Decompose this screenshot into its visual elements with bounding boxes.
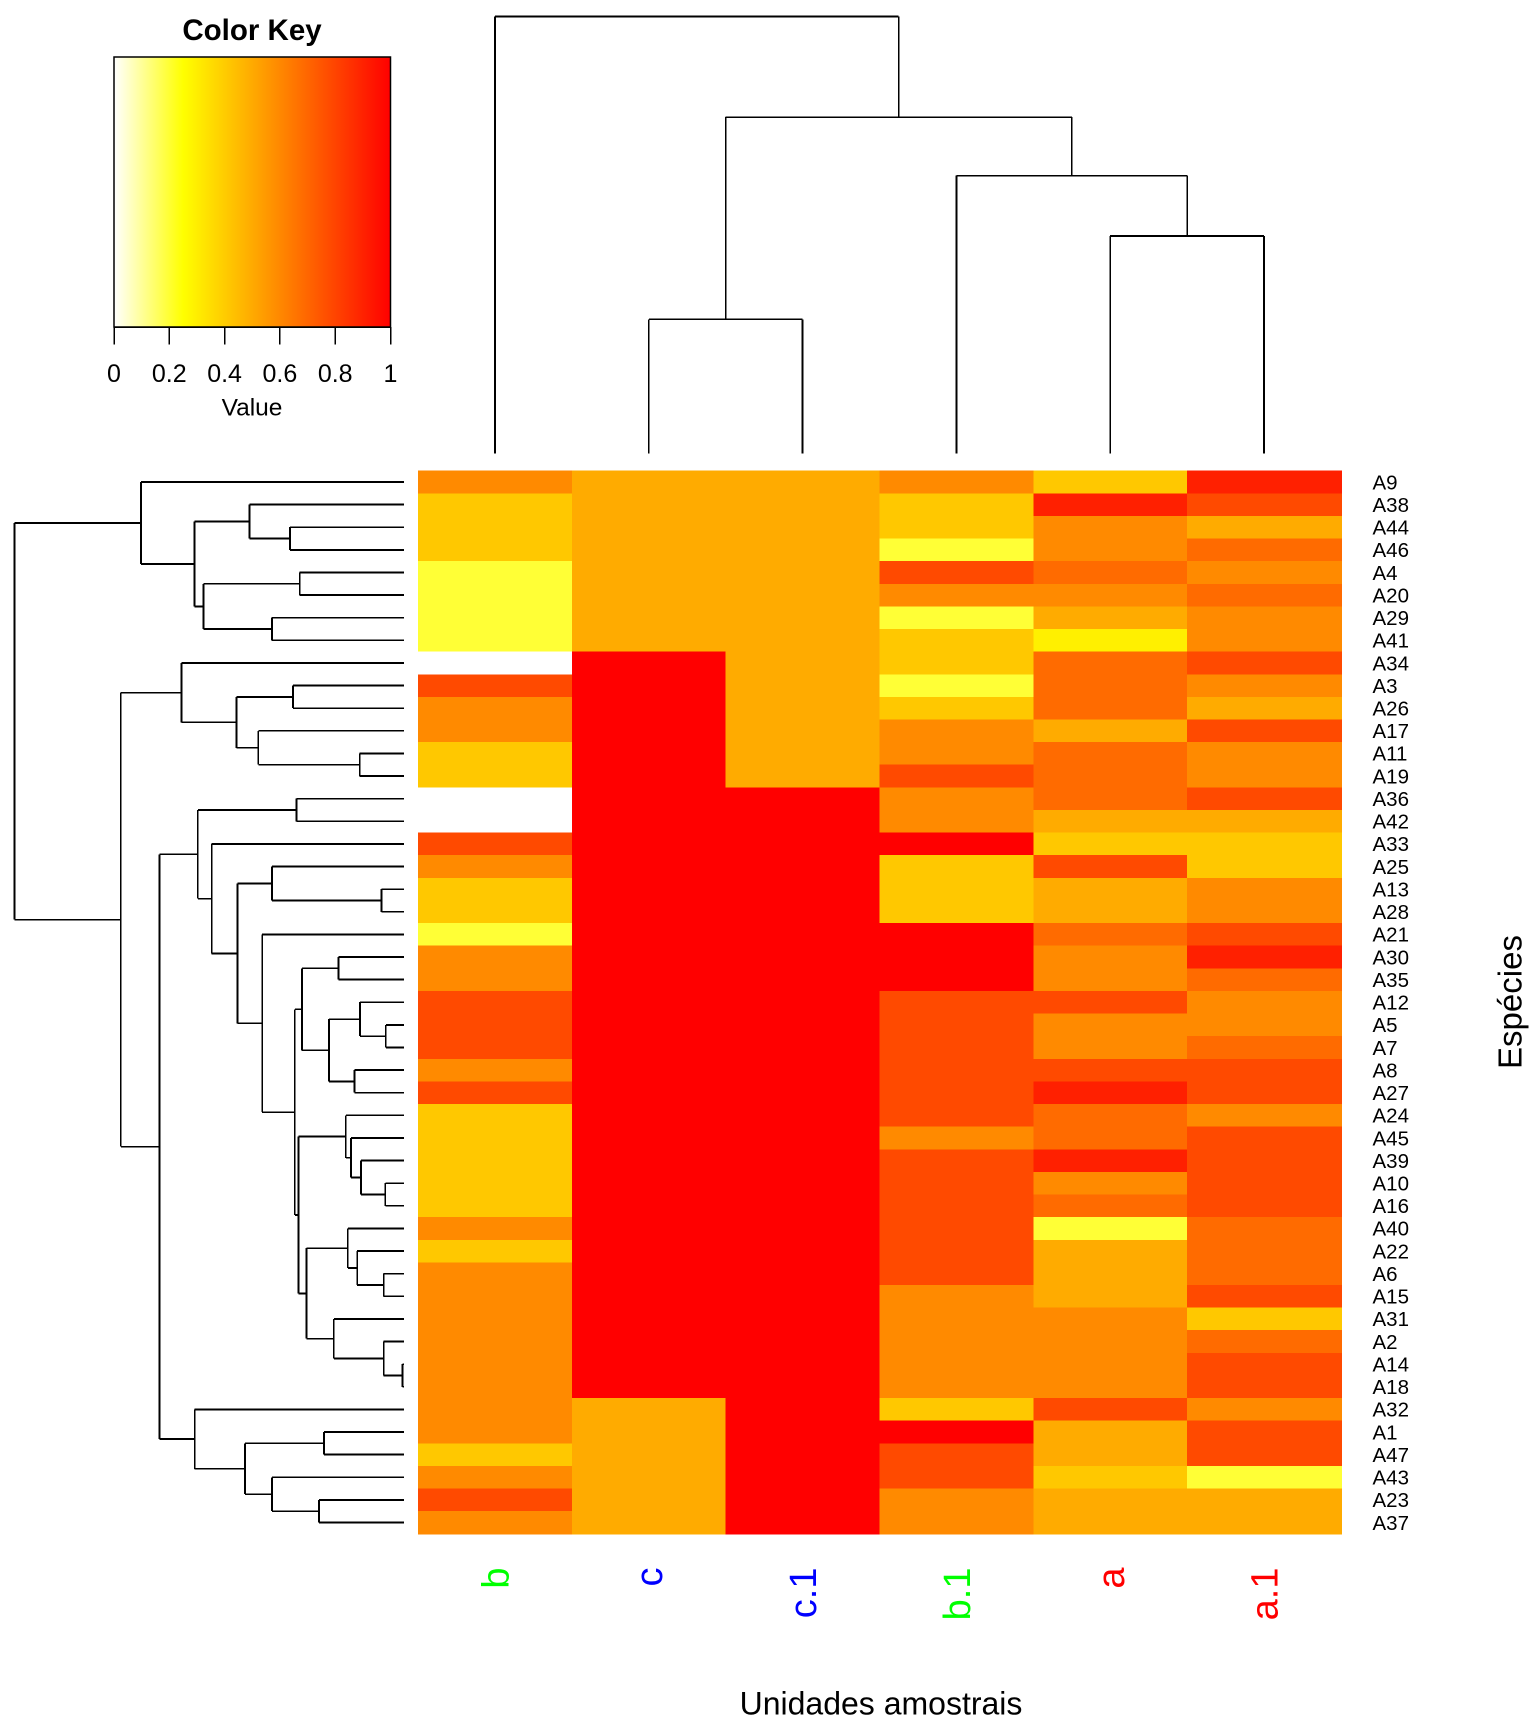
svg-text:c: c [629,1568,671,1587]
svg-text:A18: A18 [1373,1376,1409,1399]
svg-text:A46: A46 [1373,539,1409,562]
svg-text:A21: A21 [1373,924,1409,947]
svg-text:A22: A22 [1373,1240,1409,1263]
svg-text:A14: A14 [1373,1354,1409,1377]
svg-text:A23: A23 [1373,1489,1409,1512]
svg-text:A45: A45 [1373,1127,1409,1150]
svg-text:a.1: a.1 [1245,1568,1287,1621]
svg-text:A3: A3 [1373,675,1398,698]
svg-text:A28: A28 [1373,901,1409,924]
svg-text:A26: A26 [1373,698,1409,721]
svg-text:A30: A30 [1373,946,1409,969]
svg-text:0: 0 [107,360,121,388]
svg-text:A32: A32 [1373,1399,1409,1422]
svg-text:Unidades amostrais: Unidades amostrais [740,1686,1023,1722]
svg-text:A8: A8 [1373,1059,1398,1082]
svg-text:A43: A43 [1373,1467,1409,1490]
svg-text:A42: A42 [1373,811,1409,834]
svg-text:A2: A2 [1373,1331,1398,1354]
svg-text:A24: A24 [1373,1105,1409,1128]
svg-text:0.6: 0.6 [263,360,298,388]
svg-text:A27: A27 [1373,1082,1409,1105]
svg-text:A44: A44 [1373,517,1409,540]
svg-text:A5: A5 [1373,1014,1398,1037]
svg-text:Color Key: Color Key [182,14,322,47]
svg-text:A31: A31 [1373,1308,1409,1331]
svg-text:A17: A17 [1373,720,1409,743]
svg-text:Value: Value [222,395,283,422]
svg-text:A37: A37 [1373,1512,1409,1535]
svg-text:b: b [475,1568,517,1589]
svg-text:A35: A35 [1373,969,1409,992]
svg-text:A39: A39 [1373,1150,1409,1173]
svg-text:A15: A15 [1373,1286,1409,1309]
svg-text:0.2: 0.2 [152,360,187,388]
svg-text:A41: A41 [1373,630,1409,653]
svg-text:A19: A19 [1373,765,1409,788]
svg-text:A34: A34 [1373,652,1409,675]
svg-text:Espécies: Espécies [1492,935,1529,1069]
svg-text:A11: A11 [1373,743,1408,766]
svg-text:0.4: 0.4 [207,360,242,388]
svg-text:A33: A33 [1373,833,1409,856]
svg-text:b.1: b.1 [937,1568,979,1621]
svg-text:A29: A29 [1373,607,1409,630]
svg-text:A40: A40 [1373,1218,1409,1241]
svg-text:A7: A7 [1373,1037,1398,1060]
svg-text:c.1: c.1 [783,1568,825,1619]
svg-text:a: a [1091,1567,1133,1589]
svg-text:A1: A1 [1373,1421,1398,1444]
svg-text:A16: A16 [1373,1195,1409,1218]
svg-text:A6: A6 [1373,1263,1398,1286]
svg-text:A9: A9 [1373,471,1398,494]
svg-text:A20: A20 [1373,584,1409,607]
svg-text:A38: A38 [1373,494,1409,517]
svg-text:A12: A12 [1373,992,1409,1015]
svg-text:A4: A4 [1373,562,1398,585]
svg-text:0.8: 0.8 [318,360,353,388]
svg-text:A25: A25 [1373,856,1409,879]
svg-text:A13: A13 [1373,879,1409,902]
svg-text:A36: A36 [1373,788,1409,811]
svg-text:1: 1 [384,360,398,388]
svg-text:A10: A10 [1373,1173,1409,1196]
svg-text:A47: A47 [1373,1444,1409,1467]
